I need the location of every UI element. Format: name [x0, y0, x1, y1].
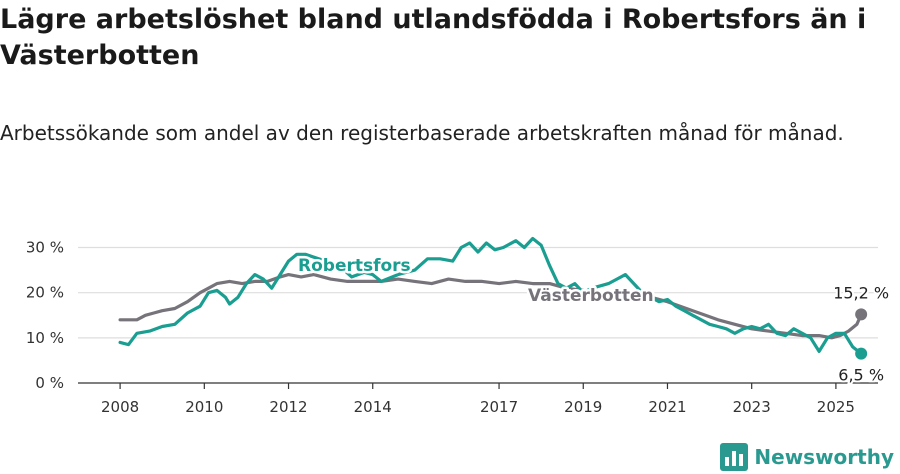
- series-end-point: [855, 308, 868, 321]
- series-line-robertsfors: [118, 236, 863, 356]
- series-label-robertsfors: Robertsfors: [298, 256, 411, 276]
- x-tick-label: 2008: [101, 398, 139, 416]
- series-lines: [118, 236, 868, 360]
- series-end-point: [855, 347, 868, 360]
- x-tick-label: 2014: [354, 398, 392, 416]
- axes: 0 % 10 % 20 % 30 % 2008 2010 2012 2014 2017 2019 2…: [26, 239, 878, 416]
- series-labels: Robertsfors Västerbotten 15,2 % 6,5 %: [296, 254, 892, 387]
- y-tick-label: 20 %: [26, 284, 64, 302]
- newsworthy-logo-icon: [720, 443, 749, 471]
- chart-title: Lägre arbetslöshet bland utlandsfödda i …: [0, 4, 867, 71]
- x-tick-label: 2010: [185, 398, 223, 416]
- chart-subtitle: Arbetssökande som andel av den registerb…: [0, 121, 844, 145]
- y-tick-label: 0 %: [35, 374, 64, 392]
- y-tick-label: 30 %: [26, 239, 64, 257]
- x-tick-label: 2023: [733, 398, 771, 416]
- series-line-vasterbotten: [118, 273, 863, 340]
- x-tick-label: 2025: [817, 398, 855, 416]
- brand-name: Newsworthy: [754, 445, 894, 469]
- end-label-vasterbotten: 15,2 %: [833, 283, 889, 302]
- end-label-robertsfors: 6,5 %: [838, 366, 884, 385]
- x-tick-label: 2019: [564, 398, 602, 416]
- x-tick-label: 2017: [480, 398, 518, 416]
- y-tick-label: 10 %: [26, 329, 64, 347]
- x-tick-label: 2012: [269, 398, 307, 416]
- brand: Newsworthy: [720, 443, 894, 471]
- series-label-vasterbotten: Västerbotten: [528, 286, 654, 306]
- x-tick-label: 2021: [648, 398, 686, 416]
